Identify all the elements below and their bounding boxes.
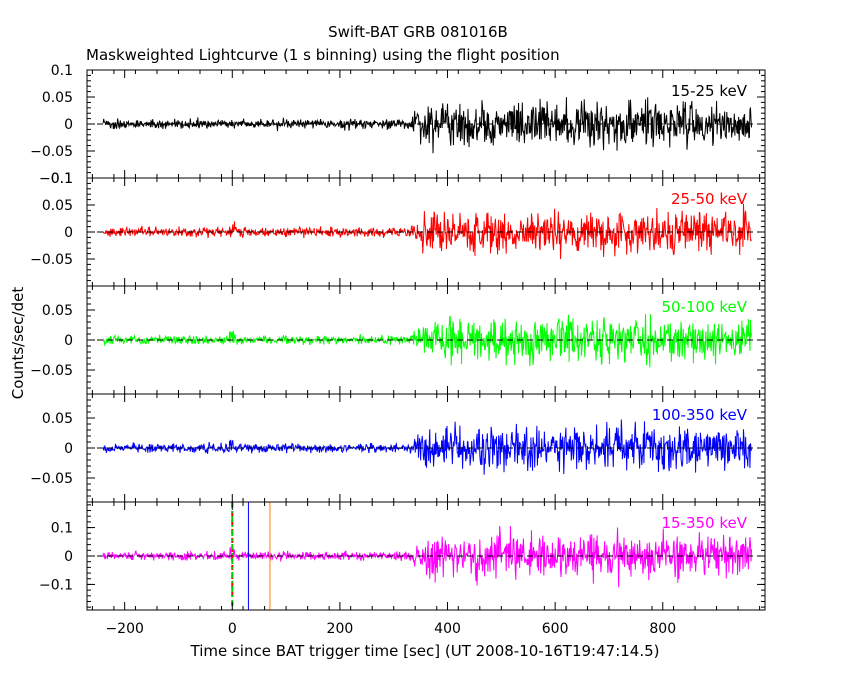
y-tick-label: −0.1 <box>39 171 73 187</box>
y-tick-label: 0.05 <box>42 90 73 106</box>
y-tick-label: 0.05 <box>42 198 73 214</box>
y-tick-label: −0.1 <box>39 577 73 593</box>
x-tick-label: 600 <box>542 621 569 637</box>
x-tick-label: 800 <box>649 621 676 637</box>
y-tick-label: −0.05 <box>30 471 73 487</box>
y-tick-label: 0 <box>64 441 73 457</box>
x-tick-label: 400 <box>434 621 461 637</box>
panel-energy-label: 15-25 keV <box>671 82 748 100</box>
panel-energy-label: 25-50 keV <box>671 190 748 208</box>
y-tick-label: 0.1 <box>51 521 73 537</box>
x-axis-label: Time since BAT trigger time [sec] (UT 20… <box>190 642 660 660</box>
y-tick-label: 0.05 <box>42 411 73 427</box>
panel-3: −0.05 0 0.05 50-100 keV <box>30 285 766 395</box>
y-tick-label: 0 <box>64 333 73 349</box>
x-tick-label: 200 <box>327 621 354 637</box>
panel-energy-label: 50-100 keV <box>661 298 747 316</box>
y-tick-label: −0.05 <box>30 252 73 268</box>
x-tick-label: 0 <box>228 621 237 637</box>
y-tick-label: 0.05 <box>42 303 73 319</box>
series-line-2 <box>102 203 752 259</box>
y-tick-label: 0 <box>64 549 73 565</box>
y-tick-label: −0.05 <box>30 363 73 379</box>
series-line-5 <box>102 525 753 588</box>
y-tick-label: −0.05 <box>30 144 73 160</box>
x-tick-label: −200 <box>105 621 143 637</box>
panel-4: −0.05 0 0.05 100-350 keV <box>30 393 766 503</box>
y-axis-label: Counts/sec/det <box>9 287 27 400</box>
panel-5: −0.1 0 0.1 15-350 keV <box>39 501 766 611</box>
y-tick-label: 0 <box>64 117 73 133</box>
panel-1: −0.1 −0.05 0 0.05 0.1 15-25 keV <box>30 63 766 187</box>
panel-energy-label: 15-350 keV <box>661 514 747 532</box>
panel-2: −0.05 0 0.05 0.1 25-50 keV <box>30 171 766 287</box>
series-line-3 <box>102 314 753 368</box>
series-line-1 <box>102 97 753 154</box>
y-tick-label: 0.1 <box>51 171 73 187</box>
chart-subtitle: Maskweighted Lightcurve (1 s binning) us… <box>86 46 560 64</box>
y-tick-label: 0.1 <box>51 63 73 79</box>
chart-title: Swift-BAT GRB 081016B <box>328 23 508 41</box>
panel-energy-label: 100-350 keV <box>652 406 748 424</box>
y-tick-label: 0 <box>64 225 73 241</box>
panels-group: −0.1 −0.05 0 0.05 0.1 15-25 keV −0.05 0 0.05 0.1 2… <box>30 63 766 637</box>
series-line-4 <box>102 419 753 475</box>
